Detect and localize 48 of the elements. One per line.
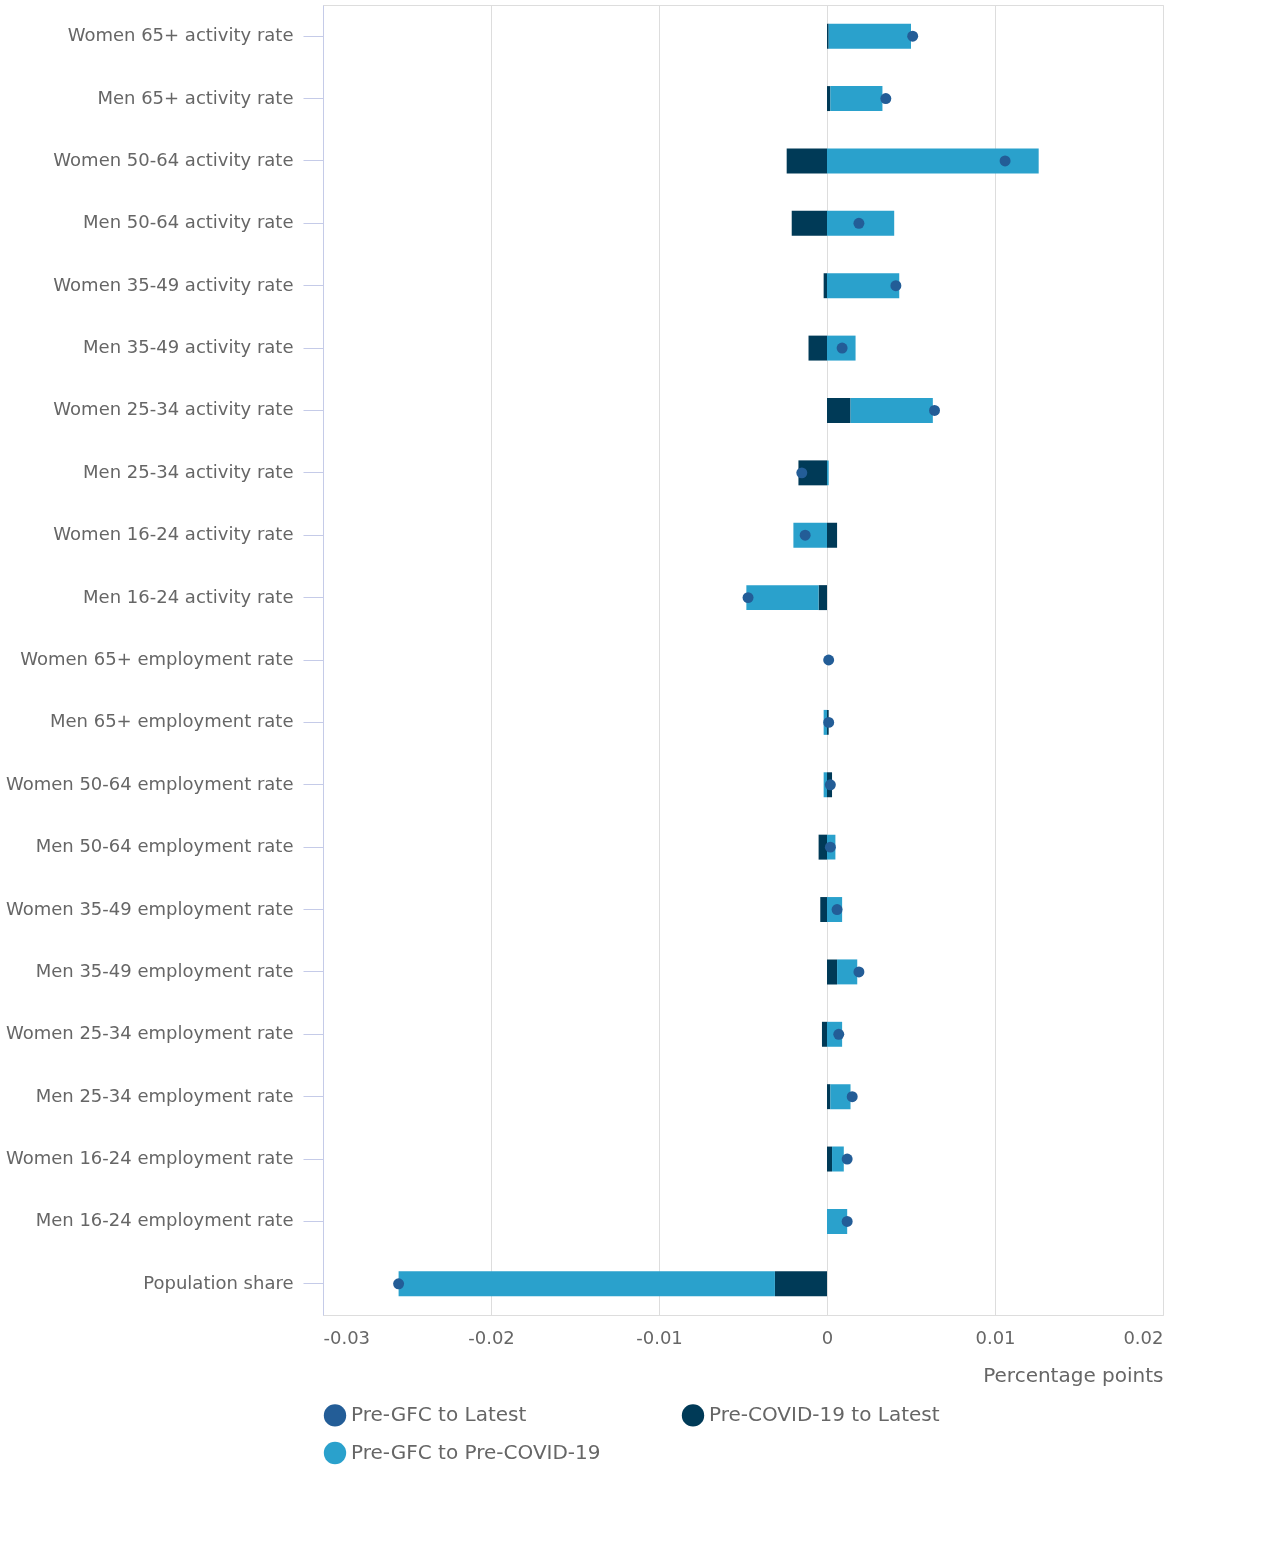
x-tick-label: -0.03 [323, 1326, 371, 1348]
point [824, 841, 836, 853]
point [824, 779, 836, 791]
point [929, 405, 940, 416]
point [796, 467, 808, 479]
y-tick-label: Women 50-64 employment rate [5, 772, 294, 794]
legend-label: Pre-GFC to Pre-COVID-19 [351, 1440, 601, 1464]
point [907, 30, 919, 42]
point [880, 93, 892, 105]
y-tick-label: Population share [143, 1271, 294, 1293]
y-tick-label: Women 25-34 employment rate [5, 1022, 294, 1044]
x-tick-label: -0.02 [468, 1326, 515, 1348]
y-tick-label: Men 25-34 activity rate [83, 460, 294, 482]
y-tick-label: Women 65+ employment rate [20, 648, 294, 669]
y-tick-label: Women 16-24 employment rate [5, 1147, 294, 1169]
y-tick-label: Men 16-24 activity rate [83, 585, 294, 607]
y-tick-label: Men 16-24 employment rate [35, 1209, 294, 1231]
point [841, 1215, 853, 1227]
point [742, 592, 754, 604]
y-tick-label: Men 25-34 employment rate [35, 1084, 294, 1106]
y-tick-label: Women 25-34 activity rate [53, 398, 294, 420]
point [823, 716, 835, 728]
x-tick-label: -0.01 [636, 1326, 683, 1348]
legend-label: Pre-COVID-19 to Latest [709, 1402, 940, 1427]
point [890, 280, 902, 292]
point [999, 155, 1011, 167]
y-tick-label: Men 35-49 activity rate [83, 336, 294, 358]
point [853, 217, 865, 229]
y-tick-label: Men 35-49 employment rate [35, 959, 294, 981]
y-tick-label: Men 50-64 activity rate [83, 211, 294, 233]
y-tick-label: Men 65+ activity rate [97, 86, 294, 108]
point [846, 1091, 858, 1103]
y-tick-label: Women 35-49 activity rate [53, 273, 294, 295]
x-tick-label: 0.02 [1123, 1326, 1164, 1348]
y-tick-label: Women 65+ activity rate [67, 24, 294, 46]
y-tick-label: Women 50-64 activity rate [53, 148, 294, 170]
x-tick-label: 0 [821, 1326, 834, 1348]
point [393, 1278, 405, 1290]
y-tick-label: Men 50-64 employment rate [35, 835, 294, 857]
point [853, 966, 865, 978]
y-tick-label: Women 35-49 employment rate [5, 897, 294, 919]
y-tick-label: Men 65+ employment rate [49, 710, 294, 732]
point [823, 654, 835, 666]
x-axis-title: Percentage points [983, 1362, 1164, 1387]
y-tick-label: Women 16-24 activity rate [53, 523, 294, 545]
legend-label: Pre-GFC to Latest [351, 1402, 527, 1427]
x-tick-label: 0.01 [975, 1326, 1016, 1348]
point [841, 1153, 853, 1165]
